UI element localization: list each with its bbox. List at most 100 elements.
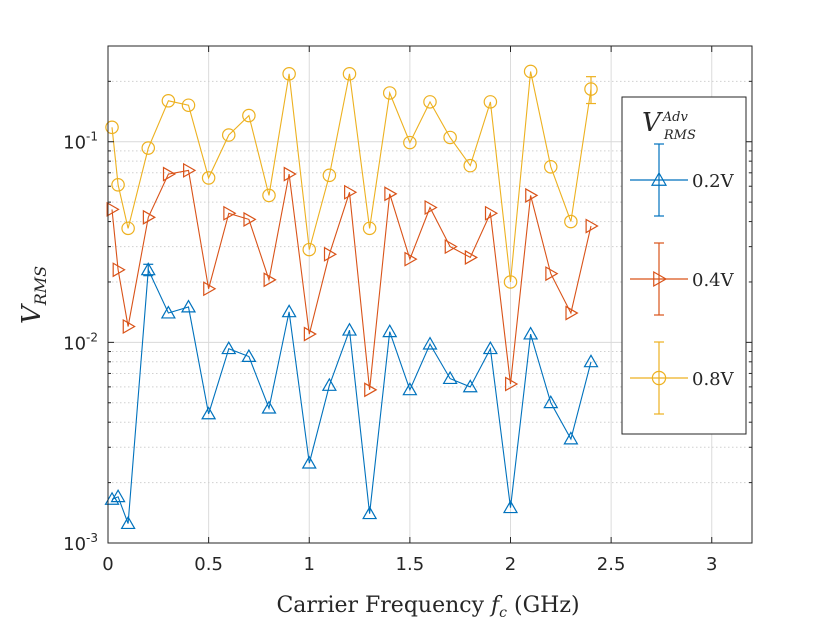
legend: V Adv RMS 0.2V 0.4V 0.8V	[621, 96, 747, 435]
data-point	[263, 272, 277, 288]
y-tick-label: 10-2	[63, 330, 98, 354]
data-point	[181, 98, 196, 113]
data-point	[110, 489, 126, 503]
legend-entry-0.2V: 0.2V	[630, 143, 735, 217]
y-axis-label: VRMS	[17, 266, 50, 324]
x-tick-label: 0.5	[194, 554, 223, 575]
data-point	[221, 340, 237, 355]
data-point	[183, 162, 197, 178]
data-point	[404, 251, 418, 267]
data-point	[261, 400, 277, 414]
data-point	[203, 281, 217, 297]
legend-label: 0.2V	[692, 171, 735, 192]
data-point	[302, 242, 317, 257]
data-point	[262, 188, 276, 203]
series-0.8V	[105, 64, 598, 289]
data-point	[463, 158, 478, 173]
data-point	[464, 249, 478, 265]
data-point	[482, 340, 498, 355]
data-point	[106, 201, 120, 217]
data-point	[283, 166, 297, 182]
data-point	[301, 455, 317, 469]
data-point	[180, 299, 197, 313]
data-point	[160, 305, 176, 319]
data-point	[585, 218, 599, 234]
data-point	[342, 67, 357, 81]
data-point	[112, 262, 126, 278]
data-point	[104, 491, 120, 505]
data-point	[483, 95, 498, 109]
data-point	[161, 93, 176, 108]
series-group	[104, 64, 599, 530]
data-point	[443, 130, 457, 145]
data-point	[281, 304, 297, 318]
x-tick-label: 0	[102, 554, 113, 575]
data-point	[362, 505, 378, 520]
legend-entry-0.4V: 0.4V	[630, 242, 735, 316]
data-point	[402, 382, 418, 396]
data-point	[543, 160, 558, 174]
data-point	[442, 370, 458, 385]
legend-title: V Adv RMS	[642, 108, 696, 143]
data-point	[505, 376, 519, 392]
ticks: 0 0.5 1 1.5 2 2.5 3 10-3 10-2 10-1	[63, 46, 752, 575]
data-point	[322, 168, 337, 183]
data-point	[364, 382, 378, 398]
y-tick-label: 10-3	[63, 531, 98, 555]
data-point	[201, 406, 217, 420]
legend-label: 0.8V	[692, 369, 735, 390]
data-point	[242, 108, 256, 123]
data-point	[344, 184, 358, 200]
data-point	[162, 166, 177, 182]
series-line	[111, 71, 592, 283]
data-point	[545, 266, 559, 282]
data-point	[121, 221, 135, 236]
data-point	[565, 305, 579, 321]
data-point	[502, 499, 519, 514]
data-point	[341, 322, 358, 336]
data-point	[423, 95, 437, 109]
data-point	[142, 209, 156, 225]
data-point	[362, 221, 377, 236]
x-tick-label: 1.5	[396, 554, 425, 575]
data-point	[384, 186, 398, 202]
data-point	[484, 205, 499, 221]
data-point	[462, 379, 478, 393]
y-tick-label: 10-1	[63, 130, 98, 154]
data-point	[105, 120, 119, 135]
data-point	[525, 187, 539, 203]
x-tick-label: 2.5	[597, 554, 626, 575]
data-point	[243, 211, 257, 227]
axes-frame	[107, 45, 753, 544]
data-point	[584, 82, 598, 96]
series-line	[111, 169, 592, 390]
data-point	[221, 128, 236, 142]
data-point	[564, 214, 578, 229]
data-point	[241, 348, 257, 362]
data-point	[650, 171, 668, 186]
data-point	[403, 135, 417, 150]
data-point	[223, 205, 237, 221]
data-point	[583, 354, 599, 368]
data-point	[323, 246, 338, 262]
data-point	[523, 64, 538, 79]
legend-label: 0.4V	[692, 270, 735, 291]
data-point	[523, 326, 539, 340]
data-point	[111, 178, 125, 192]
data-point	[120, 515, 136, 530]
data-point	[382, 324, 398, 338]
data-point	[543, 395, 559, 409]
data-point	[122, 318, 136, 335]
x-tick-label: 3	[706, 554, 717, 575]
series-0.4V	[106, 162, 599, 398]
x-tick-label: 2	[505, 554, 516, 575]
legend-entry-0.8V: 0.8V	[630, 341, 735, 415]
x-axis-label: Carrier Frequency fc (GHz)	[276, 593, 579, 621]
data-point	[140, 262, 156, 276]
x-tick-label: 1	[304, 554, 315, 575]
data-point	[382, 86, 397, 100]
data-point	[303, 326, 317, 342]
data-point	[653, 270, 668, 288]
data-point	[424, 199, 438, 216]
